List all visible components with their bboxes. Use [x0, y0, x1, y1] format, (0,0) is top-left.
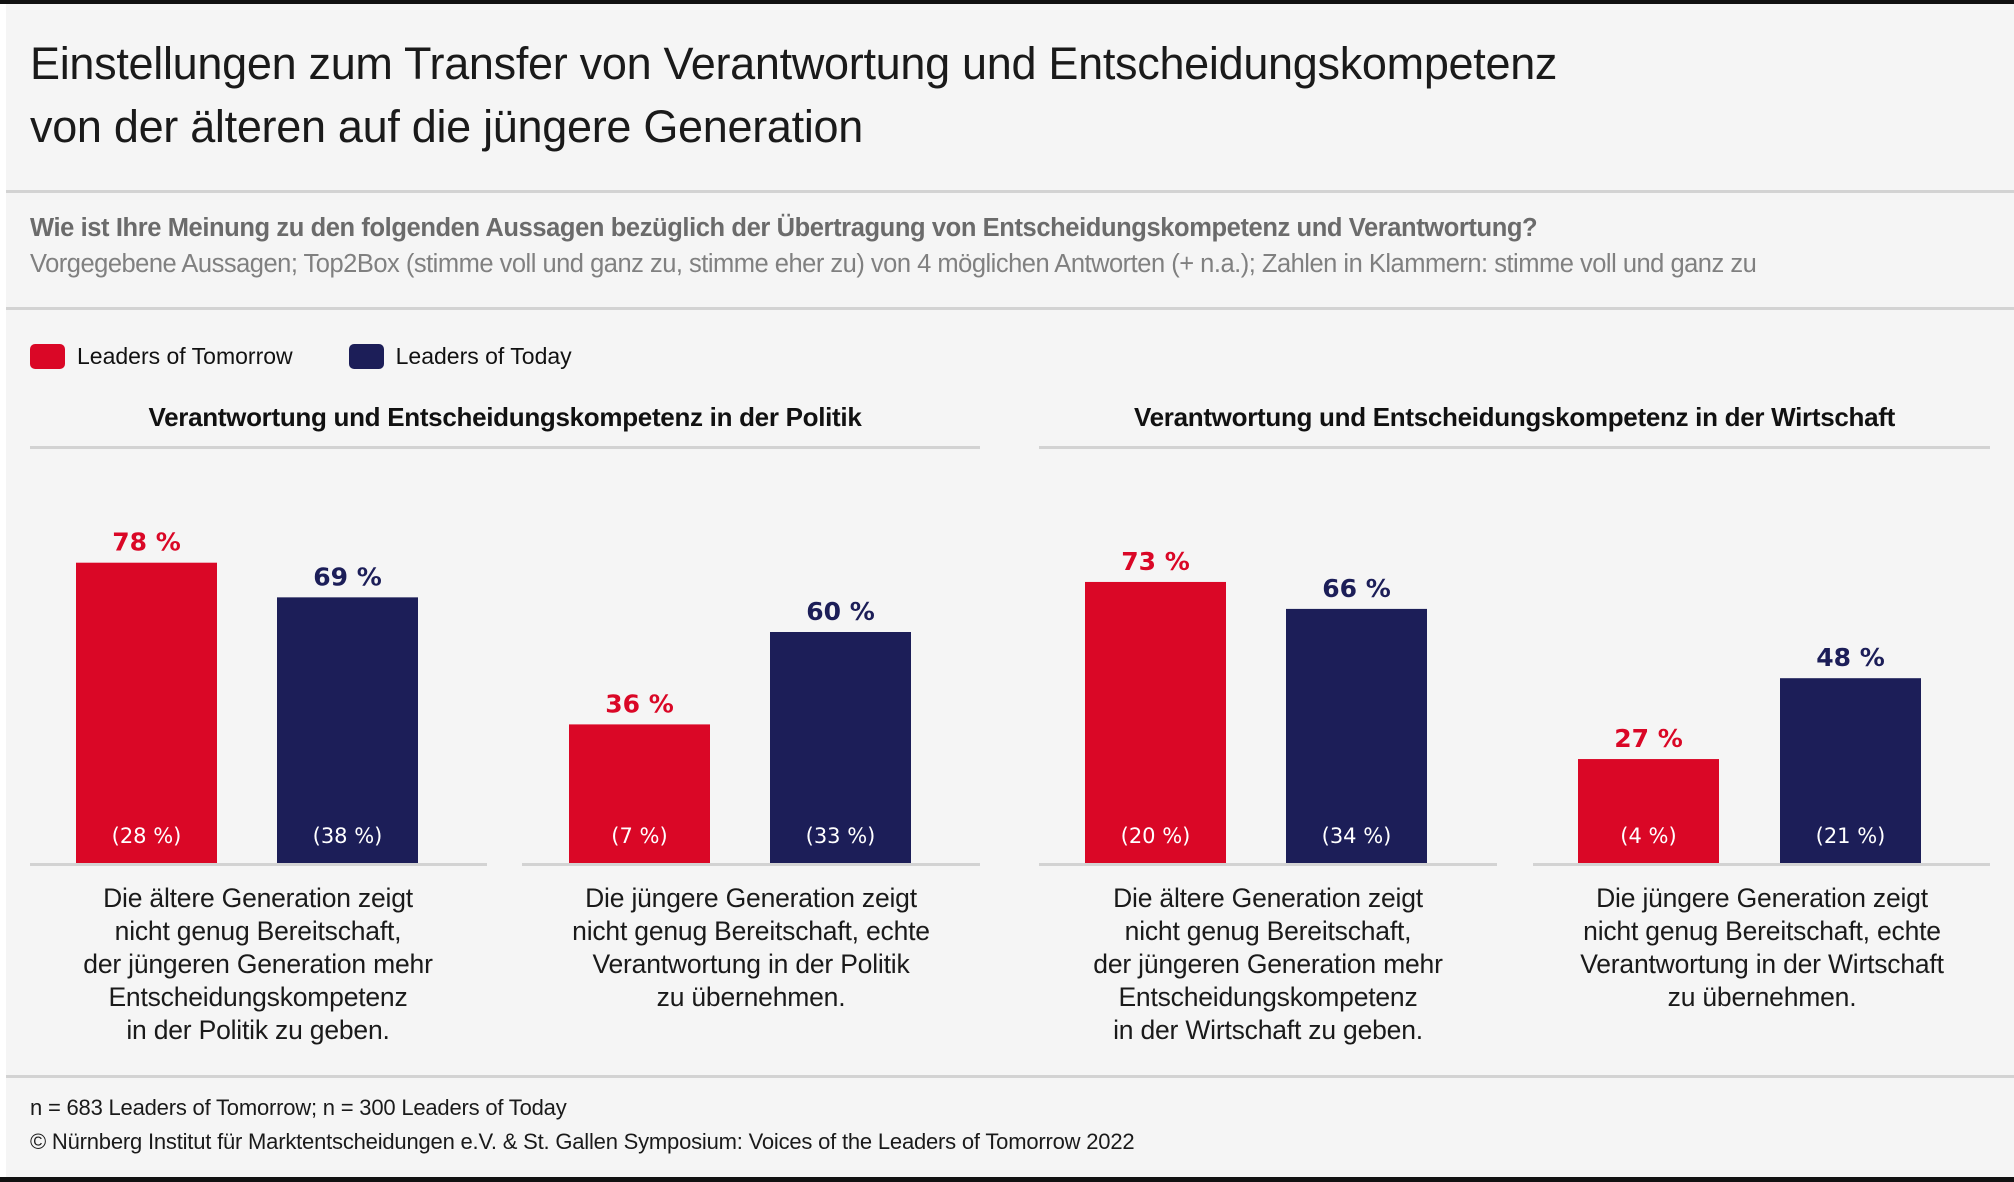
baseline — [1533, 863, 1990, 866]
bar-tomorrow — [569, 724, 710, 863]
bar-top1-label: (21 %) — [1816, 824, 1886, 848]
panel-divider-wirtschaft — [1039, 446, 1990, 449]
chart-title: Einstellungen zum Transfer von Verantwor… — [30, 32, 1930, 158]
legend-item-today: Leaders of Today — [348, 342, 572, 370]
bar-today — [277, 597, 418, 863]
statement-wirtschaft-older: Die ältere Generation zeigt nicht genug … — [1038, 882, 1498, 1047]
statement-line: der jüngeren Generation mehr — [1093, 949, 1443, 979]
chart-title-line-1: Einstellungen zum Transfer von Verantwor… — [30, 38, 1558, 89]
baseline — [30, 863, 487, 866]
legend-item-tomorrow: Leaders of Tomorrow — [30, 343, 293, 370]
bar-value-label: 69 % — [313, 562, 382, 591]
legend-label-today: Leaders of Today — [395, 342, 572, 369]
statement-line: Verantwortung in der Politik — [592, 949, 910, 979]
bar-top1-label: (38 %) — [313, 824, 383, 848]
bar-tomorrow — [76, 562, 217, 863]
panel-divider-politik — [30, 446, 980, 449]
bar-today — [1780, 678, 1921, 863]
legend-label-tomorrow: Leaders of Tomorrow — [77, 342, 293, 369]
bar-value-label: 48 % — [1816, 643, 1885, 672]
bar-value-label: 66 % — [1322, 574, 1391, 603]
statement-line: zu übernehmen. — [656, 982, 846, 1012]
left-strip — [0, 4, 6, 1177]
statement-line: Entscheidungskompetenz — [1118, 982, 1418, 1012]
bar-value-label: 36 % — [605, 689, 674, 718]
bar-top1-label: (20 %) — [1121, 824, 1191, 848]
bar-today — [770, 632, 911, 863]
bottom-border — [0, 1177, 2014, 1182]
divider-footer — [6, 1075, 2014, 1078]
divider-question — [6, 307, 2014, 310]
statement-line: Die jüngere Generation zeigt — [1596, 883, 1928, 913]
divider-title — [6, 190, 2014, 193]
statement-wirtschaft-younger: Die jüngere Generation zeigt nicht genug… — [1532, 882, 1992, 1014]
panel-title-politik: Verantwortung und Entscheidungskompetenz… — [148, 402, 862, 432]
statement-line: zu übernehmen. — [1667, 982, 1857, 1012]
statement-line: nicht genug Bereitschaft, — [1124, 916, 1412, 946]
statement-line: Verantwortung in der Wirtschaft — [1580, 949, 1944, 979]
legend-swatch-today — [348, 343, 384, 369]
statement-line: nicht genug Bereitschaft, — [114, 916, 402, 946]
statement-line: in der Politik zu geben. — [126, 1015, 390, 1045]
bar-tomorrow — [1085, 581, 1226, 863]
bar-tomorrow — [1578, 759, 1719, 863]
baseline — [522, 863, 980, 866]
panel-title-wirtschaft: Verantwortung und Entscheidungskompetenz… — [1134, 402, 1895, 432]
bar-top1-label: (28 %) — [112, 824, 182, 848]
statement-politik-older: Die ältere Generation zeigt nicht genug … — [28, 882, 488, 1047]
statement-line: Die ältere Generation zeigt — [103, 883, 413, 913]
statement-line: nicht genug Bereitschaft, echte — [1583, 916, 1941, 946]
bar-top1-label: (7 %) — [611, 824, 667, 848]
footer-sample-size: n = 683 Leaders of Tomorrow; n = 300 Lea… — [30, 1095, 567, 1120]
legend-swatch-tomorrow — [30, 343, 65, 369]
bar-top1-label: (4 %) — [1620, 824, 1676, 848]
baseline — [1039, 863, 1497, 866]
bar-today — [1286, 608, 1427, 863]
bar-value-label: 27 % — [1614, 724, 1683, 753]
statement-line: Die jüngere Generation zeigt — [585, 883, 917, 913]
bar-top1-label: (33 %) — [806, 824, 876, 848]
chart-title-line-2: von der älteren auf die jüngere Generati… — [30, 101, 863, 152]
statement-line: nicht genug Bereitschaft, echte — [572, 916, 930, 946]
top-border — [0, 0, 2014, 4]
bar-value-label: 60 % — [806, 597, 875, 626]
statement-politik-younger: Die jüngere Generation zeigt nicht genug… — [521, 882, 981, 1014]
survey-question: Wie ist Ihre Meinung zu den folgenden Au… — [30, 214, 1538, 242]
survey-subtitle: Vorgegebene Aussagen; Top2Box (stimme vo… — [30, 250, 1757, 278]
statement-line: in der Wirtschaft zu geben. — [1113, 1015, 1423, 1045]
statement-line: Die ältere Generation zeigt — [1113, 883, 1423, 913]
bar-top1-label: (34 %) — [1322, 824, 1392, 848]
legend: Leaders of Tomorrow Leaders of Today — [30, 341, 628, 371]
bar-value-label: 78 % — [112, 528, 181, 557]
statement-line: Entscheidungskompetenz — [108, 982, 408, 1012]
statement-line: der jüngeren Generation mehr — [83, 949, 433, 979]
footer-copyright: © Nürnberg Institut für Marktentscheidun… — [30, 1129, 1135, 1154]
bar-value-label: 73 % — [1121, 547, 1190, 576]
